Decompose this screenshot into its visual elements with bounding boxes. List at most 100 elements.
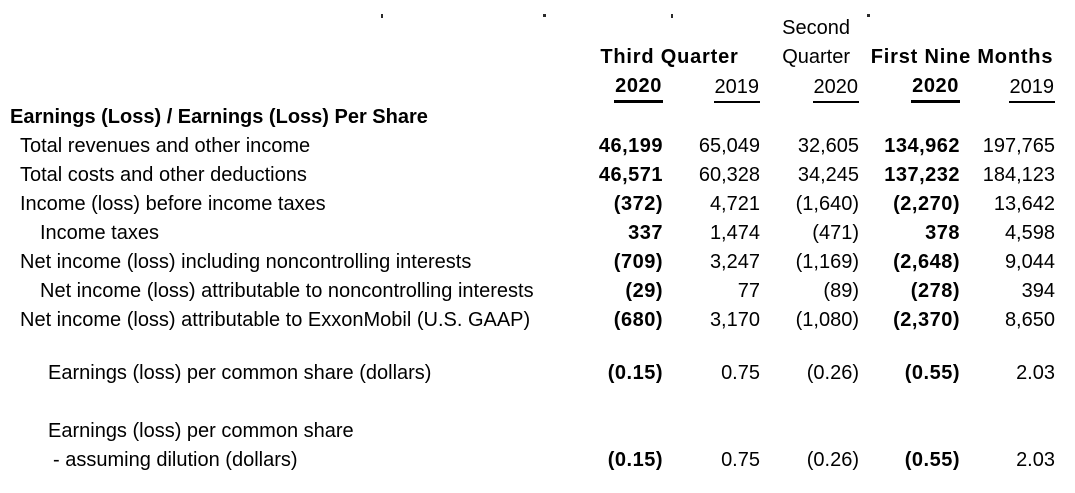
cell-value: (471) — [812, 222, 859, 244]
cell-value: 2.03 — [1016, 362, 1055, 384]
cell-value: 3,247 — [709, 251, 760, 273]
row-label: Net income (loss) including noncontrolli… — [20, 251, 472, 273]
header-spacer-cell — [0, 14, 565, 43]
cell-value — [760, 103, 859, 132]
cell-value — [859, 417, 960, 446]
cell-value — [960, 417, 1055, 446]
cell-value: (680) — [613, 309, 663, 331]
header-row-1: Second — [0, 14, 1055, 43]
row-label: Total costs and other deductions — [20, 164, 307, 186]
cell-value: (0.55) — [904, 449, 960, 471]
cell-value — [859, 103, 960, 132]
spacer-cell — [0, 335, 1055, 359]
cell-value: 4,721 — [709, 193, 760, 215]
table-row: Net income (loss) attributable to noncon… — [0, 277, 1055, 306]
cell-value: (278) — [910, 280, 960, 302]
cell-value: (0.55) — [904, 362, 960, 384]
header-row-years: 2020 2019 2020 2020 2019 — [0, 72, 1055, 103]
clipped-text-fragment — [867, 14, 870, 17]
cell-value: (2,648) — [893, 251, 960, 273]
year-third-quarter-2020: 2020 — [614, 75, 663, 103]
table-row: Total costs and other deductions 46,571 60… — [0, 161, 1055, 190]
year-cell: 2020 — [565, 72, 663, 103]
cell-value: (2,370) — [893, 309, 960, 331]
second-quarter-label-line1: Second — [782, 17, 850, 39]
cell-value: 13,642 — [993, 193, 1055, 215]
cell-value: (0.15) — [607, 449, 663, 471]
table-row: Net income (loss) including noncontrolli… — [0, 248, 1055, 277]
cell-value — [565, 417, 663, 446]
cell-value — [663, 103, 760, 132]
cell-value: 0.75 — [721, 449, 760, 471]
year-nine-months-2019: 2019 — [1008, 76, 1055, 103]
table-row: Earnings (Loss) / Earnings (Loss) Per Sh… — [0, 103, 1055, 132]
table-row: Net income (loss) attributable to ExxonM… — [0, 306, 1055, 335]
cell-value: 9,044 — [1004, 251, 1055, 273]
table-row: Total revenues and other income 46,199 65,… — [0, 132, 1055, 161]
spacer-row — [0, 388, 1055, 417]
cell-value: 337 — [628, 222, 663, 244]
row-label: Net income (loss) attributable to ExxonM… — [20, 309, 531, 331]
header-row-2: Third Quarter Quarter First Nine Months — [0, 43, 1055, 72]
cell-value — [960, 103, 1055, 132]
cell-value: 8,650 — [1004, 309, 1055, 331]
table-row: - assuming dilution (dollars) (0.15) 0.75 (… — [0, 446, 1055, 475]
cell-value: (372) — [613, 193, 663, 215]
row-label: Earnings (loss) per common share (dollar… — [48, 362, 432, 384]
cell-value: (0.15) — [607, 362, 663, 384]
cell-value: 46,571 — [598, 164, 663, 186]
table-row: Earnings (loss) per common share (dollar… — [0, 359, 1055, 388]
first-nine-months-label: First Nine Months — [870, 46, 1054, 68]
cell-value: 134,962 — [884, 135, 960, 157]
year-cell: 2020 — [859, 72, 960, 103]
second-quarter-label-line2: Quarter — [782, 46, 850, 68]
spacer-cell — [0, 388, 1055, 417]
cell-value: 3,170 — [709, 309, 760, 331]
cell-value: 197,765 — [982, 135, 1055, 157]
cell-value: (1,640) — [795, 193, 859, 215]
cell-value: 34,245 — [797, 164, 859, 186]
cell-value: (89) — [823, 280, 859, 302]
cell-value: 60,328 — [698, 164, 760, 186]
cell-value: (0.26) — [806, 362, 859, 384]
year-cell: 2020 — [760, 72, 859, 103]
cell-value — [663, 417, 760, 446]
row-label: Income taxes — [40, 222, 159, 244]
cell-value: (709) — [613, 251, 663, 273]
financial-statement-page: { "header": { "second_quarter_line1": "S… — [0, 14, 1075, 493]
row-label: Earnings (Loss) / Earnings (Loss) Per Sh… — [10, 106, 428, 128]
cell-value: (29) — [625, 280, 663, 302]
cell-value: 184,123 — [982, 164, 1055, 186]
cell-value: 77 — [737, 280, 760, 302]
cell-value: 1,474 — [709, 222, 760, 244]
clipped-text-fragment — [381, 14, 383, 18]
table-header: Second Third Quarter Quarter First Nine … — [0, 14, 1055, 103]
cell-value: (1,080) — [795, 309, 859, 331]
row-label: Income (loss) before income taxes — [20, 193, 326, 215]
cell-value: 2.03 — [1016, 449, 1055, 471]
clipped-text-fragment — [671, 14, 673, 18]
cell-value: 0.75 — [721, 362, 760, 384]
cell-value: 46,199 — [598, 135, 663, 157]
year-cell: 2019 — [663, 72, 760, 103]
cell-value: (1,169) — [795, 251, 859, 273]
header-spacer-cell — [0, 72, 565, 103]
year-second-quarter-2020: 2020 — [812, 76, 859, 103]
header-spacer-cell — [859, 14, 1055, 43]
table-row: Income (loss) before income taxes (372) 4,… — [0, 190, 1055, 219]
table-body: Earnings (Loss) / Earnings (Loss) Per Sh… — [0, 103, 1055, 475]
earnings-table: Second Third Quarter Quarter First Nine … — [0, 14, 1055, 475]
header-spacer-cell — [565, 14, 760, 43]
year-nine-months-2020: 2020 — [911, 75, 960, 103]
clipped-text-fragment — [543, 14, 546, 17]
year-cell: 2019 — [960, 72, 1055, 103]
cell-value: 4,598 — [1004, 222, 1055, 244]
cell-value: (2,270) — [893, 193, 960, 215]
cell-value: 32,605 — [797, 135, 859, 157]
cell-value: 137,232 — [884, 164, 960, 186]
header-spacer-cell — [0, 43, 565, 72]
row-label: Net income (loss) attributable to noncon… — [40, 280, 534, 302]
cell-value — [760, 417, 859, 446]
year-third-quarter-2019: 2019 — [713, 76, 760, 103]
table-row: Earnings (loss) per common share — [0, 417, 1055, 446]
